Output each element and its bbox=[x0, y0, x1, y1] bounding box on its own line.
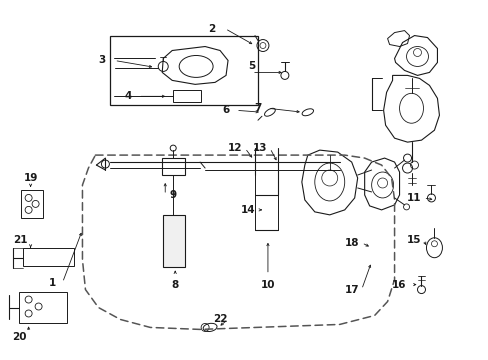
Text: 3: 3 bbox=[99, 55, 106, 66]
Text: 1: 1 bbox=[49, 278, 56, 288]
Text: 16: 16 bbox=[391, 280, 406, 289]
Text: 13: 13 bbox=[252, 143, 266, 153]
Ellipse shape bbox=[264, 108, 275, 116]
Text: 19: 19 bbox=[23, 173, 38, 183]
Text: 15: 15 bbox=[407, 235, 421, 245]
Bar bbox=[163, 215, 185, 267]
Bar bbox=[173, 90, 201, 102]
Text: 12: 12 bbox=[227, 143, 242, 153]
Text: 8: 8 bbox=[171, 280, 179, 289]
Bar bbox=[19, 292, 66, 323]
Text: 22: 22 bbox=[212, 314, 227, 324]
Text: 5: 5 bbox=[248, 62, 255, 71]
Ellipse shape bbox=[203, 323, 217, 332]
Text: 11: 11 bbox=[407, 193, 421, 203]
Ellipse shape bbox=[302, 109, 313, 116]
Text: 2: 2 bbox=[208, 24, 215, 33]
Text: 9: 9 bbox=[169, 190, 176, 200]
Text: 4: 4 bbox=[124, 91, 132, 101]
Text: 21: 21 bbox=[13, 235, 28, 245]
Text: 6: 6 bbox=[222, 105, 229, 115]
Text: 18: 18 bbox=[344, 238, 358, 248]
Text: 10: 10 bbox=[260, 280, 275, 289]
Text: 17: 17 bbox=[344, 284, 358, 294]
Text: 14: 14 bbox=[240, 205, 255, 215]
Text: 20: 20 bbox=[12, 332, 27, 342]
Text: 7: 7 bbox=[254, 103, 261, 113]
Bar bbox=[22, 248, 74, 266]
Bar bbox=[110, 36, 258, 105]
